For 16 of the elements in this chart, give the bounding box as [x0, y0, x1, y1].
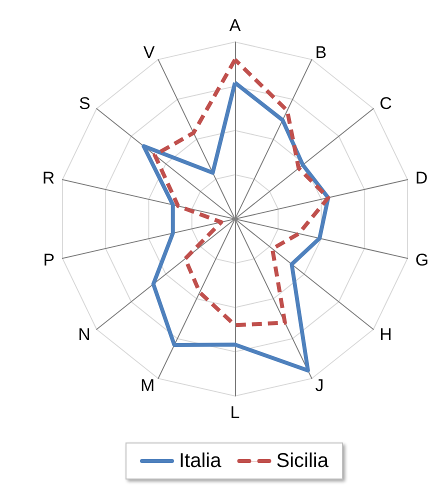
- spoke-label: J: [315, 376, 324, 396]
- legend-label: Italia: [179, 450, 222, 472]
- spoke-label: P: [43, 250, 55, 270]
- spoke-label: D: [415, 168, 428, 188]
- legend-label: Sicilia: [276, 450, 330, 472]
- spoke-label: S: [79, 94, 90, 114]
- spoke-label: C: [380, 94, 392, 114]
- spoke-label: V: [143, 42, 156, 62]
- spoke-label: H: [380, 324, 392, 344]
- spoke-label: B: [315, 42, 327, 62]
- spoke-label: L: [230, 403, 240, 422]
- spoke-label: M: [140, 376, 155, 396]
- spoke-label: N: [78, 324, 90, 344]
- spoke-label: G: [415, 250, 429, 270]
- spoke-label: A: [229, 16, 242, 35]
- spoke-label: R: [42, 168, 55, 188]
